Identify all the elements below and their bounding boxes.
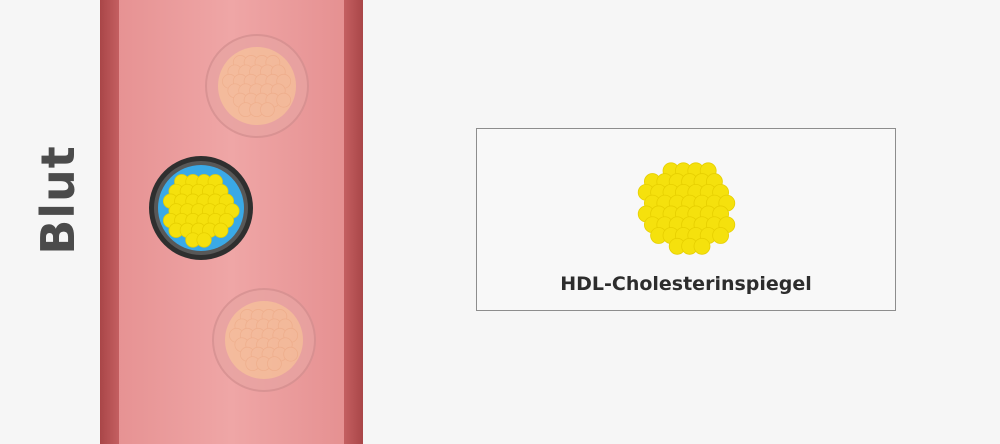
legend-box: HDL-Cholesterinspiegel: [476, 128, 896, 311]
cholesterol-sphere: [196, 232, 212, 248]
cholesterol-sphere: [276, 92, 292, 108]
blood-label: Blut: [31, 145, 85, 255]
cholesterol-sphere: [259, 102, 275, 118]
faded-particle-top: [205, 34, 309, 138]
cholesterol-sphere: [213, 222, 229, 238]
cholesterol-sphere: [266, 356, 282, 372]
vessel-wall-left: [100, 0, 119, 444]
vessel-wall-right: [344, 0, 363, 444]
cholesterol-sphere: [712, 227, 729, 244]
cholesterol-cluster-icon: [637, 162, 736, 255]
legend-caption: HDL-Cholesterinspiegel: [560, 273, 812, 295]
cholesterol-sphere: [693, 237, 711, 255]
faded-particle-bottom: [212, 288, 316, 392]
cholesterol-sphere: [283, 346, 299, 362]
hdl-particle: [149, 156, 253, 260]
